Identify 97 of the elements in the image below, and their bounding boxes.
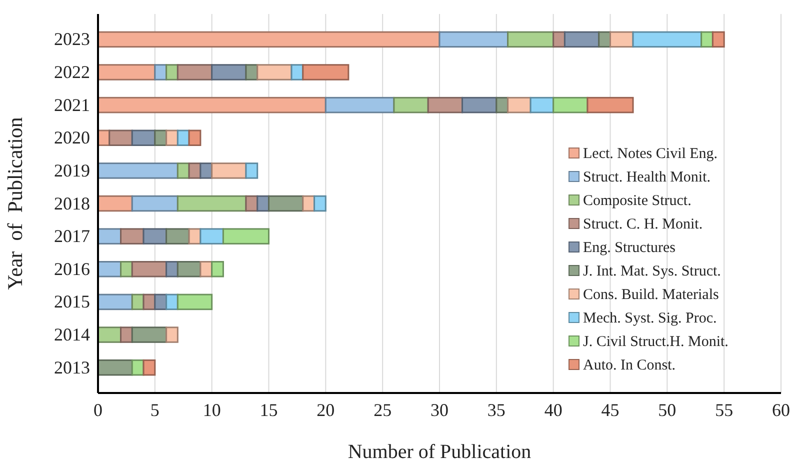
- x-tick-label: 20: [316, 400, 335, 420]
- x-tick-label: 30: [430, 400, 448, 420]
- legend-label: Cons. Build. Materials: [583, 287, 719, 303]
- bar: [586, 96, 634, 114]
- y-axis-title: Year of Publication: [3, 116, 27, 290]
- bar: [438, 31, 509, 48]
- x-tick-label: 25: [374, 400, 392, 420]
- y-tick-label: 2019: [54, 160, 90, 180]
- bar: [188, 130, 202, 146]
- y-tick-label: 2021: [54, 94, 90, 115]
- legend-label: Eng. Structures: [583, 240, 676, 256]
- y-tick-label: 2018: [54, 193, 90, 214]
- bar: [176, 195, 247, 212]
- y-tick-label: 2020: [54, 128, 90, 148]
- bar: [200, 260, 213, 278]
- bar: [200, 162, 213, 179]
- bar: [131, 195, 178, 212]
- bar: [166, 228, 190, 244]
- bar: [97, 228, 122, 244]
- bar: [108, 130, 133, 146]
- bar: [131, 326, 168, 343]
- bar: [131, 260, 168, 278]
- bar: [314, 195, 326, 212]
- legend-label: Auto. In Const.: [583, 358, 676, 374]
- y-tick-label: 2015: [54, 292, 90, 312]
- legend-label: Composite Struct.: [583, 193, 692, 209]
- legend-label: Struct. Health Monit.: [583, 170, 710, 186]
- bar: [507, 31, 554, 48]
- bar: [97, 359, 133, 376]
- x-tick-label: 50: [658, 400, 676, 420]
- bar: [166, 130, 178, 146]
- bar: [176, 294, 213, 310]
- bar: [211, 64, 247, 80]
- legend-label: Lect. Notes Civil Eng.: [583, 146, 718, 162]
- bar: [200, 228, 224, 244]
- bar: [324, 96, 395, 114]
- bar: [97, 294, 133, 310]
- bar: [245, 64, 258, 80]
- bar: [462, 96, 498, 114]
- x-tick-label: 35: [487, 400, 506, 420]
- y-tick-label: 2017: [54, 226, 90, 246]
- bar: [97, 64, 156, 80]
- x-tick-label: 0: [94, 400, 102, 420]
- bar: [97, 260, 122, 278]
- bar: [564, 31, 600, 48]
- x-tick-label: 5: [150, 400, 160, 420]
- bar: [552, 96, 588, 114]
- y-tick-label: 2016: [54, 258, 90, 279]
- legend-label: J. Civil Struct.H. Monit.: [583, 334, 728, 350]
- bar: [142, 228, 168, 244]
- bar: [256, 64, 292, 80]
- bar: [97, 195, 133, 212]
- bar: [610, 31, 634, 48]
- x-tick-label: 60: [772, 400, 790, 420]
- y-tick-label: 2013: [54, 357, 90, 378]
- bar: [120, 326, 133, 343]
- legend-label: J. Int. Mat. Sys. Struct.: [583, 264, 721, 280]
- bar: [166, 326, 178, 343]
- bar: [142, 359, 156, 376]
- bar: [120, 260, 133, 278]
- bar: [393, 96, 429, 114]
- bar: [97, 326, 122, 343]
- bar: [302, 64, 350, 80]
- bar: [176, 162, 190, 179]
- x-tick-label: 55: [715, 400, 734, 420]
- bar: [176, 130, 190, 146]
- bar: [97, 96, 326, 114]
- bar: [507, 96, 532, 114]
- bar: [211, 162, 247, 179]
- x-tick-label: 40: [544, 400, 562, 420]
- x-axis-title: Number of Publication: [348, 441, 532, 463]
- bar: [427, 96, 464, 114]
- bar: [176, 260, 202, 278]
- y-tick-label: 2022: [54, 62, 90, 82]
- bar: [222, 228, 270, 244]
- x-tick-label: 45: [601, 400, 620, 420]
- bar: [211, 260, 224, 278]
- y-tick-label: 2023: [54, 29, 90, 50]
- bar: [97, 31, 440, 48]
- bar: [166, 260, 178, 278]
- bar: [97, 162, 178, 179]
- bar: [131, 130, 156, 146]
- bar: [166, 64, 178, 80]
- bar: [176, 64, 213, 80]
- bar: [712, 31, 725, 48]
- legend-label: Mech. Syst. Sig. Proc.: [583, 310, 717, 326]
- bar: [154, 130, 168, 146]
- bar: [530, 96, 554, 114]
- bar: [120, 228, 144, 244]
- legend-label: Struct. C. H. Monit.: [583, 216, 703, 232]
- bar: [154, 64, 168, 80]
- x-tick-label: 15: [260, 400, 278, 420]
- y-tick-label: 2014: [54, 324, 90, 345]
- bar: [632, 31, 702, 48]
- bar: [245, 162, 258, 179]
- x-tick-label: 10: [202, 400, 221, 420]
- bar: [268, 195, 304, 212]
